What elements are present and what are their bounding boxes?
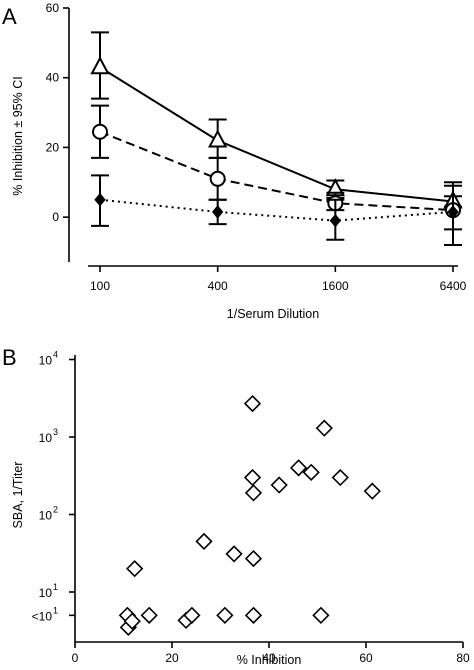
panel-b-diamond-point [302, 463, 320, 481]
panel-b-diamond-point [126, 560, 144, 578]
panel-b-y-tick-exponent: 3 [53, 427, 58, 437]
panel-a-diamond-marker [212, 205, 224, 219]
panel-a-y-tick-label: 0 [52, 210, 59, 224]
panel-b-y-tick-label: 10 [39, 431, 53, 445]
panel-b-diamond-point [363, 482, 381, 500]
panel-b-x-tick-label: 60 [359, 651, 373, 665]
panel-b-y-tick-exponent: 2 [53, 505, 58, 515]
panel-a-triangle-marker [90, 56, 110, 75]
panel-b-diamond-point [270, 476, 288, 494]
panel-a-series-1 [90, 31, 463, 209]
panel-a-y-tick-label: 60 [46, 1, 60, 15]
panel-a-series-3 [91, 174, 462, 247]
panel-b-x-axis-title: % Inhibition [237, 653, 302, 667]
panel-a-y-axis-title: % Inhibition ± 95% CI [11, 76, 25, 195]
panel-b-y-tick-exponent: 4 [53, 350, 58, 360]
panel-b-diamond-point [225, 545, 243, 563]
panel-b-x-tick-label: 0 [72, 651, 79, 665]
panel-b-letter: B [2, 345, 17, 370]
panel-b-diamond-point [195, 532, 213, 551]
panel-a-circle-marker [209, 170, 226, 187]
panel-a-x-tick-label: 400 [208, 279, 228, 293]
panel-a-circle-marker [92, 123, 108, 140]
panel-b-y-tick-exponent: 1 [53, 582, 58, 592]
panel-b-y-tick-label: 10 [39, 509, 53, 523]
panel-a-letter: A [2, 4, 17, 29]
panel-b-diamond-point [140, 606, 158, 624]
panel-b-diamond-point [243, 394, 262, 413]
panel-a-series-line [99, 66, 454, 203]
panel-a-diamond-marker [329, 213, 341, 228]
panel-b-y-tick-exponent: 1 [53, 605, 58, 615]
panel-a-x-tick-label: 1600 [322, 279, 349, 293]
panel-a-x-axis-title: 1/Serum Dilution [227, 307, 319, 321]
panel-a-diamond-marker [94, 192, 106, 207]
panel-b-diamond-point [289, 459, 308, 477]
panel-b-diamond-point [243, 468, 262, 487]
panel-a-triangle-marker [208, 129, 228, 148]
panel-b-y-tick-label: 10 [39, 354, 53, 368]
panel-a-series-line [99, 198, 454, 222]
panel-b-diamond-point [312, 606, 330, 624]
panel-a-series-2 [91, 104, 462, 231]
panel-b-y-tick-label: <10 [32, 609, 53, 623]
panel-b-diamond-point [244, 606, 263, 624]
panel-b-y-tick-label: 10 [39, 586, 53, 600]
panel-b-diamond-point [183, 606, 201, 624]
panel-a-y-tick-label: 20 [46, 140, 60, 154]
panel-b-diamond-point [216, 606, 234, 624]
panel-a-x-tick-label: 100 [90, 279, 110, 293]
panel-a: A 0 20 40 60 100 400 1600 6400 1/Serum Dilutio… [2, 1, 467, 321]
panel-b-x-tick-label: 80 [456, 651, 470, 665]
panel-a-x-tick-label: 6400 [440, 279, 467, 293]
panel-b-diamond-point [123, 612, 141, 630]
panel-b-diamond-point [244, 549, 263, 568]
panel-a-y-tick-label: 40 [46, 71, 60, 85]
panel-a-series-line [99, 130, 454, 212]
panel-b-x-tick-label: 40 [262, 651, 276, 665]
panel-b-diamond-point [315, 419, 333, 437]
panel-a-diamond-marker [447, 205, 459, 219]
panel-b-diamond-point [244, 484, 263, 502]
panel-b-diamond-point [331, 468, 349, 487]
panel-b-x-tick-label: 20 [165, 651, 179, 665]
panel-b-y-axis-title: SBA, 1/Titer [11, 462, 25, 529]
